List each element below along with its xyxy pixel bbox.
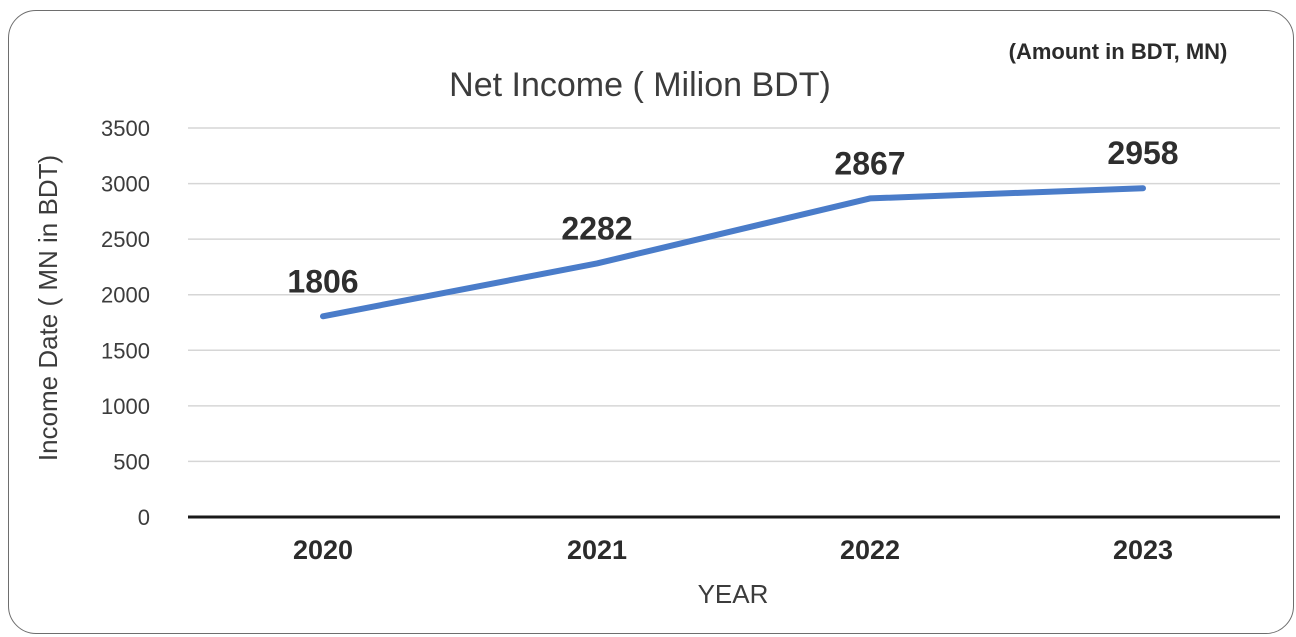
y-tick-label: 3000: [101, 172, 150, 197]
chart-title: Net Income ( Milion BDT): [449, 66, 831, 104]
x-tick-label: 2023: [1113, 535, 1173, 565]
y-tick-label: 2000: [101, 283, 150, 308]
data-label: 2958: [1107, 135, 1178, 171]
amount-note: (Amount in BDT, MN): [1009, 39, 1228, 64]
series-line-net-income: [320, 185, 1146, 320]
x-tick-label: 2020: [293, 535, 353, 565]
gridlines: [188, 127, 1280, 463]
x-axis-title: YEAR: [698, 579, 769, 609]
chart-frame: [8, 10, 1294, 634]
x-tick-labels: 2020 2021 2022 2023: [293, 535, 1173, 565]
y-tick-label: 1000: [101, 394, 150, 419]
y-tick-label: 2500: [101, 227, 150, 252]
data-labels: 1806 2282 2867 2958: [287, 135, 1178, 299]
y-tick-label: 1500: [101, 338, 150, 363]
data-label: 2282: [561, 210, 632, 246]
y-axis-title: Income Date ( MN in BDT): [33, 155, 63, 461]
x-tick-label: 2022: [840, 535, 900, 565]
data-label: 1806: [287, 263, 358, 299]
x-tick-label: 2021: [567, 535, 627, 565]
y-tick-label: 500: [113, 449, 150, 474]
y-tick-labels: 0 500 1000 1500 2000 2500 3000 3500: [101, 116, 150, 530]
y-tick-label: 0: [138, 505, 150, 530]
data-label: 2867: [834, 145, 905, 181]
y-tick-label: 3500: [101, 116, 150, 141]
